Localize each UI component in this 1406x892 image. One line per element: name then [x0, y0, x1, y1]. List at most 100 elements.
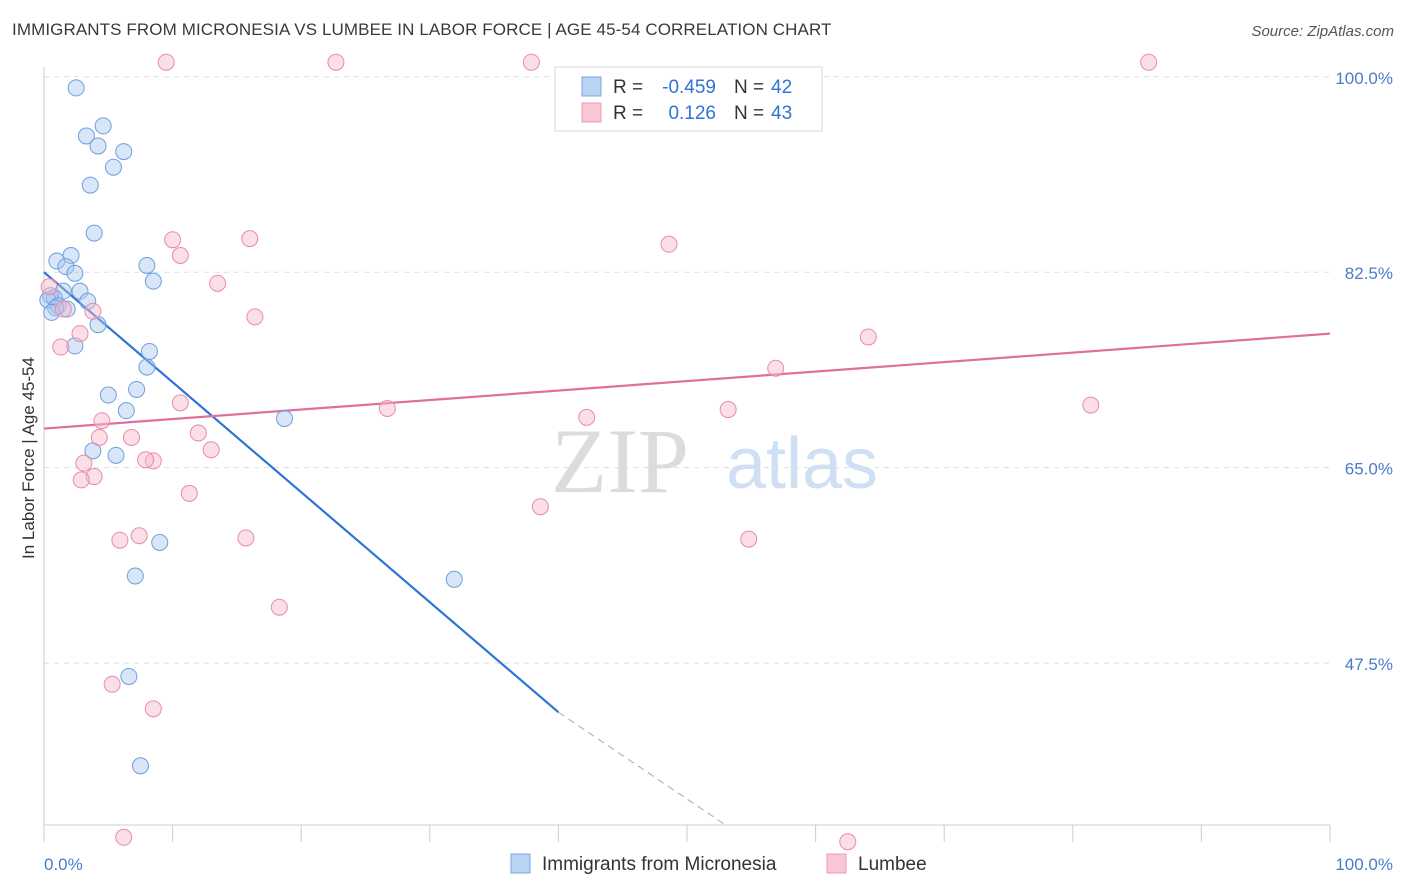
micronesia-point-27: [138, 358, 156, 376]
stats-r-value-2: 0.126: [668, 103, 716, 124]
micronesia-point-33: [107, 446, 125, 464]
lumbee-point-14: [859, 328, 877, 346]
stats-r-label-2: R =: [613, 103, 643, 124]
stats-legend: R = -0.459 N = 42 R = 0.126 N = 43: [554, 66, 823, 132]
lumbee-point-24: [202, 441, 220, 459]
micronesia-point-2: [77, 127, 95, 145]
micronesia-point-35: [126, 567, 144, 585]
stats-n-label-1: N =: [734, 77, 764, 98]
legend-label-lumbee: Lumbee: [858, 854, 927, 875]
micronesia-point-29: [99, 386, 117, 404]
lumbee-point-30: [72, 471, 90, 489]
micronesia-point-9: [48, 252, 66, 270]
gridlines: [44, 76, 1330, 664]
lumbee-point-34: [111, 531, 129, 549]
y-tick-label-3: 47.5%: [1345, 655, 1393, 674]
lumbee-point-20: [578, 408, 596, 426]
micronesia-point-28: [128, 380, 146, 398]
trend-lines: [43, 271, 1331, 826]
stats-n-value-2: 43: [771, 103, 792, 124]
lumbee-point-29: [85, 468, 103, 486]
y-tick-label-1: 82.5%: [1345, 264, 1393, 283]
micronesia-point-38: [131, 757, 149, 775]
watermark-atlas: atlas: [726, 424, 878, 504]
lumbee-point-40: [115, 828, 133, 846]
lumbee-point-15: [767, 359, 785, 377]
lumbee-point-27: [75, 454, 93, 472]
lumbee-point-41: [839, 833, 857, 851]
y-tick-labels: 100.0% 82.5% 65.0% 47.5%: [1335, 69, 1393, 674]
stats-n-label-2: N =: [734, 103, 764, 124]
trend-line-lumbee: [43, 332, 1331, 430]
series-legend: Immigrants from Micronesia Lumbee: [510, 853, 927, 875]
micronesia-point-36: [445, 570, 463, 588]
lumbee-point-7: [171, 246, 189, 264]
lumbee-point-8: [209, 274, 227, 292]
lumbee-point-38: [103, 675, 121, 693]
micronesia-point-6: [81, 176, 99, 194]
micronesia-point-1: [94, 117, 112, 135]
y-tick-label-2: 65.0%: [1345, 460, 1393, 479]
micronesia-point-0: [67, 79, 85, 97]
lumbee-point-3: [1140, 53, 1158, 71]
legend-swatch-micronesia: [510, 853, 531, 874]
lumbee-point-5: [164, 231, 182, 249]
lumbee-point-1: [327, 53, 345, 71]
lumbee-point-39: [144, 700, 162, 718]
source-credit: Source: ZipAtlas.com: [1251, 23, 1394, 40]
lumbee-point-11: [246, 308, 264, 326]
micronesia-point-12: [66, 264, 84, 282]
micronesia-point-18: [79, 292, 97, 310]
micronesia-point-13: [144, 272, 162, 290]
axes: [43, 67, 1331, 842]
micronesia-point-7: [85, 224, 103, 242]
lumbee-point-17: [378, 399, 396, 417]
micronesia-point-37: [120, 667, 138, 685]
lumbee-point-18: [719, 401, 737, 419]
lumbee-point-12: [84, 302, 102, 320]
legend-label-micronesia: Immigrants from Micronesia: [542, 854, 777, 875]
lumbee-point-0: [157, 53, 175, 71]
lumbee-point-2: [522, 53, 540, 71]
lumbee-point-35: [237, 529, 255, 547]
y-tick-label-0: 100.0%: [1335, 69, 1393, 88]
stats-swatch-lumbee: [581, 102, 602, 123]
micronesia-point-24: [89, 316, 107, 334]
watermark-zip: ZIP: [551, 410, 689, 512]
x-tick-label-left: 0.0%: [44, 855, 83, 874]
micronesia-point-11: [138, 256, 156, 274]
stats-r-value-1: -0.459: [662, 77, 716, 98]
lumbee-point-10: [54, 300, 72, 318]
lumbee-point-36: [740, 530, 758, 548]
legend-swatch-lumbee: [826, 853, 847, 874]
lumbee-point-23: [90, 428, 108, 446]
micronesia-point-26: [140, 342, 158, 360]
micronesia-point-30: [117, 402, 135, 420]
lumbee-point-37: [270, 598, 288, 616]
micronesia-point-34: [151, 533, 169, 551]
y-axis-title: In Labor Force | Age 45-54: [19, 357, 38, 559]
micronesia-point-20: [49, 297, 67, 315]
micronesia-point-4: [115, 143, 133, 161]
micronesia-point-5: [104, 158, 122, 176]
lumbee-point-25: [122, 428, 140, 446]
trend-line-micronesia: [43, 271, 560, 714]
lumbee-point-31: [180, 484, 198, 502]
lumbee-point-19: [1082, 396, 1100, 414]
micronesia-point-31: [275, 409, 293, 427]
lumbee-point-6: [660, 235, 678, 253]
micronesia-point-10: [57, 258, 75, 276]
lumbee-point-22: [189, 424, 207, 442]
stats-n-value-1: 42: [771, 77, 792, 98]
lumbee-point-4: [241, 230, 259, 248]
data-points: [39, 53, 1158, 851]
lumbee-point-32: [531, 498, 549, 516]
lumbee-point-16: [171, 394, 189, 412]
lumbee-point-28: [137, 451, 155, 469]
lumbee-point-42: [71, 325, 89, 343]
micronesia-point-3: [89, 137, 107, 155]
chart-title: IMMIGRANTS FROM MICRONESIA VS LUMBEE IN …: [12, 20, 832, 39]
lumbee-point-9: [40, 278, 58, 296]
stats-swatch-micronesia: [581, 76, 602, 97]
